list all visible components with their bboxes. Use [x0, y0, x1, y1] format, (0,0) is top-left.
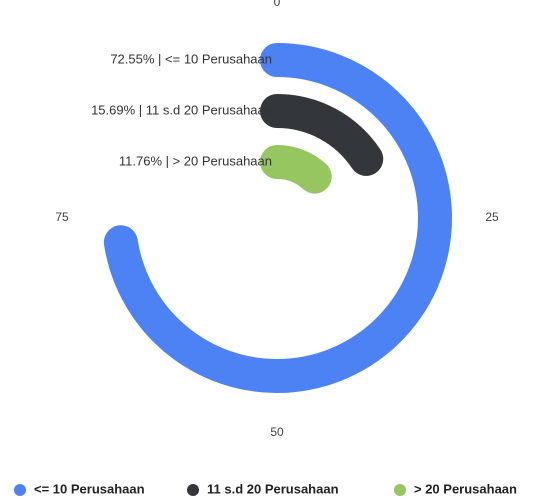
legend-label: > 20 Perusahaan: [414, 481, 517, 496]
bar-label: 11.76% | > 20 Perusahaan: [119, 153, 272, 168]
angle-tick-label: 0: [274, 0, 281, 9]
angle-tick-label: 25: [485, 210, 499, 224]
bar-label: 15.69% | 11 s.d 20 Perusahaan: [91, 102, 272, 117]
radial-bar: [260, 145, 332, 194]
angle-tick-label: 75: [55, 210, 69, 224]
radial-bar: [260, 94, 384, 176]
legend-marker: [14, 484, 26, 496]
legend-marker: [394, 484, 406, 496]
bar-label: 72.55% | <= 10 Perusahaan: [110, 51, 272, 66]
legend-label: <= 10 Perusahaan: [34, 481, 145, 496]
angle-tick-label: 50: [270, 425, 284, 439]
legend-marker: [187, 484, 199, 496]
radial-bar: [103, 43, 452, 393]
legend-label: 11 s.d 20 Perusahaan: [207, 481, 339, 496]
